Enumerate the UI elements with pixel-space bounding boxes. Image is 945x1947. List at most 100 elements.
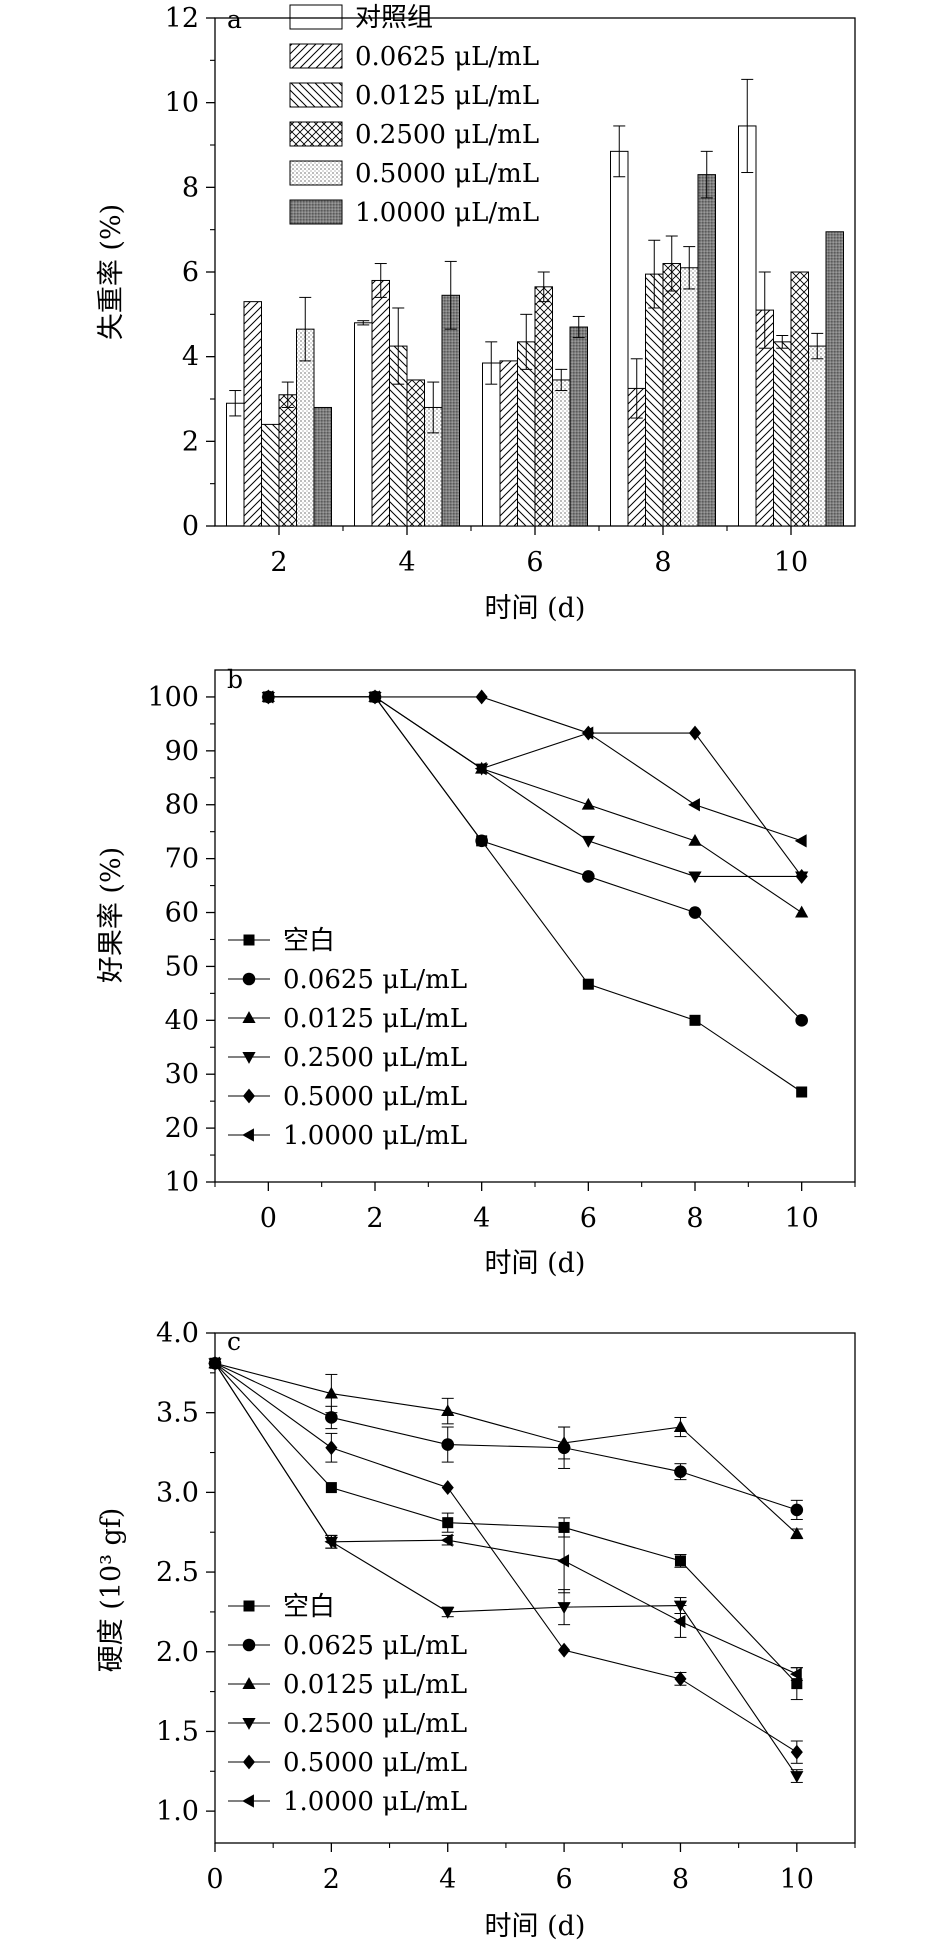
legend-marker (242, 1638, 256, 1652)
legend-swatch (289, 82, 343, 108)
bar (499, 360, 518, 527)
panel-label-a: a (227, 5, 242, 34)
x-ticks-a: 2 4 6 8 10 (270, 526, 808, 578)
y-tick-label-a: 4 (182, 342, 199, 373)
x-tick-label-a: 4 (398, 547, 415, 578)
legend-marker (242, 1718, 256, 1730)
y-ticks-c: 1.0 1.5 2.0 2.5 3.0 3.5 4.0 (156, 1318, 215, 1827)
y-tick-label-a: 0 (182, 511, 199, 542)
x-tick-label-a: 6 (526, 547, 543, 578)
y-axis-label-a: 失重率 (%) (96, 204, 127, 340)
legend-label: 0.0625 μL/mL (283, 1631, 467, 1661)
legend-marker (242, 1011, 256, 1023)
legend-label: 0.2500 μL/mL (283, 1709, 467, 1739)
x-ticks-b: 0 2 4 6 8 10 (214, 1182, 856, 1234)
data-point (368, 690, 380, 704)
y-tick-label-c: 1.5 (156, 1716, 199, 1747)
bar (645, 273, 664, 527)
data-point (441, 1606, 455, 1619)
legend-label: 0.2500 μL/mL (355, 120, 539, 150)
data-point (581, 726, 594, 740)
data-point (581, 797, 595, 810)
y-tick-label-b: 20 (165, 1113, 199, 1144)
x-tick-label-c: 4 (439, 1864, 456, 1895)
x-tick-label-a: 8 (654, 547, 671, 578)
legend-label: 0.0125 μL/mL (283, 1004, 467, 1034)
bar (371, 279, 390, 527)
data-point (789, 1667, 802, 1681)
data-point (324, 1386, 338, 1399)
bar (441, 294, 460, 527)
y-tick-label-b: 100 (147, 682, 199, 713)
bar (243, 301, 262, 527)
bar (226, 402, 245, 527)
data-point (688, 833, 702, 846)
data-point (325, 1411, 338, 1424)
y-ticks-b: 10 20 30 40 50 60 70 80 90 100 (147, 682, 215, 1198)
chart-panel-a: a 时间 (d) 失重率 (%) 0 2 4 6 8 10 12 2 4 6 8 10 对照组 0.0… (96, 3, 856, 624)
y-axis-label-c: 硬度 (10³ gf) (96, 1508, 127, 1673)
data-point (790, 1771, 804, 1783)
data-point (557, 1602, 571, 1614)
legend-label: 0.5000 μL/mL (283, 1748, 467, 1778)
legend-label: 0.0625 μL/mL (355, 42, 539, 72)
legend-label: 0.2500 μL/mL (283, 1043, 467, 1073)
data-point (558, 1521, 570, 1533)
y-tick-label-a: 6 (182, 257, 199, 288)
series-line (214, 1362, 798, 1675)
y-tick-label-c: 4.0 (156, 1318, 199, 1349)
legend-marker (242, 1677, 256, 1689)
legend-swatch (289, 160, 343, 186)
data-point (795, 905, 809, 918)
series-line (268, 696, 802, 842)
bar (534, 286, 553, 527)
data-point (441, 1438, 455, 1451)
x-tick-label-a: 10 (774, 547, 808, 578)
data-point (325, 1440, 338, 1456)
data-point (261, 690, 274, 704)
data-point (688, 725, 702, 741)
y-tick-label-b: 90 (165, 736, 199, 767)
data-point (324, 1535, 337, 1549)
bar (738, 125, 757, 527)
data-point (688, 871, 702, 884)
data-point (674, 1555, 686, 1567)
bar (610, 150, 629, 527)
legend-label: 0.5000 μL/mL (355, 159, 539, 189)
x-tick-label-b: 2 (366, 1203, 383, 1234)
x-ticks-c: 0 2 4 6 8 10 (206, 1843, 856, 1895)
legend-swatch (289, 199, 343, 225)
y-tick-label-c: 1.0 (156, 1796, 199, 1827)
legend-label: 对照组 (355, 3, 433, 33)
x-tick-label-c: 0 (206, 1864, 223, 1895)
legend-marker (242, 1052, 256, 1064)
data-point (325, 1482, 337, 1494)
bar (552, 379, 571, 527)
y-tick-label-b: 60 (165, 898, 199, 929)
data-point (474, 762, 487, 776)
y-tick-label-c: 3.5 (156, 1398, 199, 1429)
bars-a (226, 78, 844, 527)
y-tick-label-c: 2.5 (156, 1557, 199, 1588)
legend-a: 对照组 0.0625 μL/mL 0.0125 μL/mL 0.2500 μL/mL 0… (289, 3, 539, 228)
bar (354, 322, 373, 527)
data-point (795, 868, 808, 884)
data-point (208, 1356, 220, 1370)
legend-marker (242, 1754, 256, 1770)
legend-label: 1.0000 μL/mL (355, 198, 539, 228)
x-tick-label-c: 2 (323, 1864, 340, 1895)
data-point (440, 1533, 453, 1547)
data-point (791, 1678, 803, 1690)
series-line (214, 1362, 798, 1685)
legend-label: 1.0000 μL/mL (283, 1121, 467, 1151)
data-point (795, 1014, 808, 1027)
legend-label: 0.5000 μL/mL (283, 1082, 467, 1112)
data-point (557, 1554, 570, 1568)
y-axis-label-b: 好果率 (%) (96, 847, 127, 983)
chart-panel-c: c 时间 (d) 硬度 (10³ gf) 1.0 1.5 2.0 2.5 3.0 3.5 4… (96, 1318, 856, 1942)
data-point (790, 1526, 804, 1539)
bar (680, 267, 699, 527)
y-tick-label-a: 8 (182, 172, 199, 203)
data-point (475, 834, 488, 848)
